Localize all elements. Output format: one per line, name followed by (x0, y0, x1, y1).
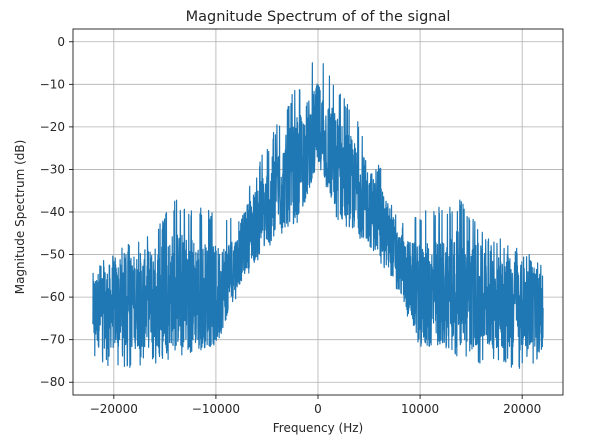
y-tick-label: −20 (40, 120, 65, 134)
x-tick-label: 0 (314, 402, 322, 416)
x-tick-label: −20000 (90, 402, 138, 416)
x-tick-label: 20000 (503, 402, 541, 416)
y-tick-label: −30 (40, 162, 65, 176)
ticks: −20000 −10000 0 10000 20000 0 −10 −20 −30 −40 −50 −… (40, 35, 542, 416)
y-tick-label: −50 (40, 248, 65, 262)
y-tick-label: 0 (57, 35, 65, 49)
y-tick-label: −70 (40, 333, 65, 347)
y-axis-label: Magnitude Spectrum (dB) (13, 140, 27, 295)
series-layer (92, 62, 544, 369)
y-tick-label: −80 (40, 375, 65, 389)
chart-title: Magnitude Spectrum of of the signal (186, 9, 451, 25)
spectrum-line (92, 62, 544, 369)
y-tick-label: −10 (40, 77, 65, 91)
y-tick-label: −60 (40, 290, 65, 304)
x-axis-label: Frequency (Hz) (273, 421, 364, 435)
x-tick-label: −10000 (192, 402, 240, 416)
y-tick-label: −40 (40, 205, 65, 219)
x-tick-label: 10000 (401, 402, 439, 416)
